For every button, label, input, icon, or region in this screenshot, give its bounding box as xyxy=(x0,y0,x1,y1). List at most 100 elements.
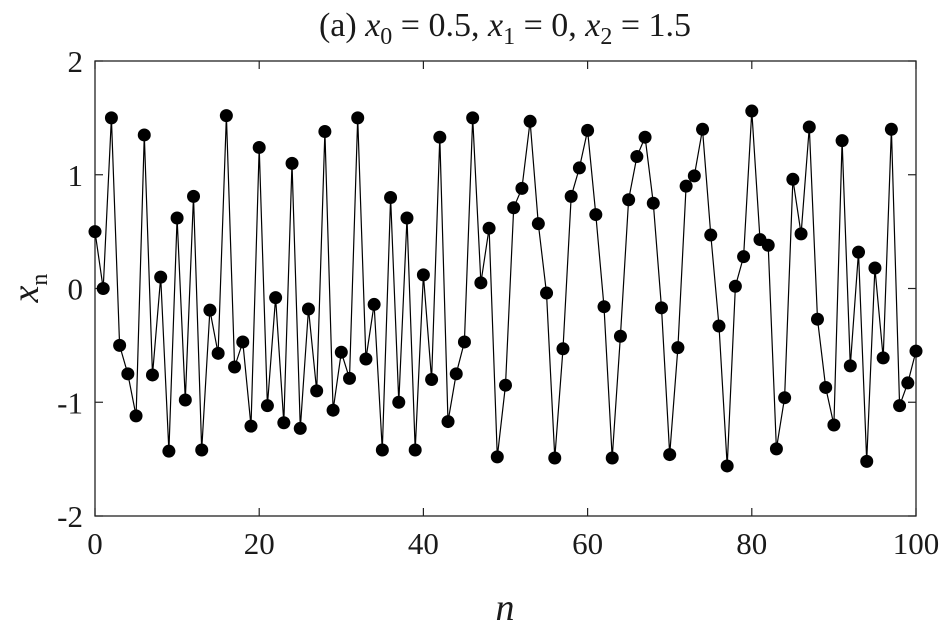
y-tick-label: 0 xyxy=(68,272,84,307)
data-point xyxy=(737,250,751,264)
data-point xyxy=(507,201,521,215)
data-point xyxy=(835,134,849,148)
x-tick-label: 0 xyxy=(87,526,103,561)
data-point xyxy=(326,403,340,417)
y-tick-label: 2 xyxy=(68,44,84,79)
data-point xyxy=(769,442,783,456)
data-point xyxy=(663,448,677,462)
y-tick-label: 1 xyxy=(68,158,84,193)
data-point xyxy=(605,451,619,465)
axis-ticks xyxy=(94,60,917,517)
plot-area xyxy=(94,60,917,517)
axis-tick-labels: 0 20 40 60 80 100 2 1 0 -1 -2 xyxy=(57,44,939,561)
data-point xyxy=(334,345,348,359)
data-point xyxy=(630,150,644,164)
data-point xyxy=(564,189,578,203)
data-point xyxy=(778,391,792,405)
data-point xyxy=(375,443,389,457)
data-point xyxy=(113,338,127,352)
data-point xyxy=(581,123,595,137)
data-point xyxy=(687,169,701,183)
series-line xyxy=(94,111,917,466)
data-point xyxy=(540,286,554,300)
x-tick-label: 60 xyxy=(572,526,603,561)
x-tick-label: 40 xyxy=(408,526,439,561)
data-point xyxy=(96,282,110,295)
data-point xyxy=(646,196,660,210)
data-point xyxy=(827,418,841,432)
data-point xyxy=(252,140,266,154)
data-point xyxy=(277,416,291,430)
data-point xyxy=(654,301,668,315)
data-point xyxy=(269,291,283,305)
data-point xyxy=(810,312,824,326)
data-point xyxy=(408,443,422,457)
data-point xyxy=(104,111,118,125)
data-point xyxy=(745,104,759,118)
data-point xyxy=(449,367,463,381)
data-point xyxy=(712,319,726,333)
data-point xyxy=(597,300,611,314)
x-axis-label: n xyxy=(496,587,515,626)
data-point xyxy=(178,393,192,407)
data-point xyxy=(720,459,734,473)
data-point xyxy=(876,351,890,365)
data-point xyxy=(515,181,529,195)
data-point xyxy=(187,189,201,203)
data-point xyxy=(145,368,159,382)
data-point xyxy=(523,114,537,128)
data-point xyxy=(671,341,685,355)
x-tick-label: 20 xyxy=(244,526,275,561)
data-point xyxy=(129,409,143,423)
chart-title: (a) x0 = 0.5, x1 = 0, x2 = 1.5 xyxy=(319,7,691,50)
data-point xyxy=(761,238,775,252)
data-point xyxy=(88,225,102,239)
data-point xyxy=(154,270,168,284)
data-point xyxy=(843,359,857,373)
data-point xyxy=(613,329,627,343)
data-point xyxy=(392,395,406,409)
data-point xyxy=(351,111,365,125)
data-point xyxy=(137,128,151,142)
data-point xyxy=(170,211,184,225)
data-point xyxy=(301,302,315,316)
data-point xyxy=(293,421,307,435)
data-point xyxy=(868,261,882,275)
data-point xyxy=(696,122,710,136)
data-point xyxy=(884,122,898,136)
data-point xyxy=(195,443,209,457)
data-point xyxy=(909,344,923,358)
data-point xyxy=(203,303,217,317)
data-point xyxy=(589,208,603,222)
x-tick-label: 100 xyxy=(893,526,940,561)
data-point xyxy=(622,193,636,207)
data-point xyxy=(367,297,381,311)
x-tick-label: 80 xyxy=(736,526,767,561)
data-point xyxy=(572,161,586,175)
data-point xyxy=(318,125,332,139)
data-point xyxy=(556,342,570,356)
y-axis-label: xn xyxy=(5,274,53,304)
data-point xyxy=(441,415,455,429)
data-point xyxy=(121,367,135,381)
data-point xyxy=(548,451,562,465)
data-point xyxy=(285,156,299,170)
data-point xyxy=(728,279,742,293)
data-point xyxy=(162,444,176,458)
data-point xyxy=(819,380,833,394)
data-point xyxy=(416,268,430,282)
data-point xyxy=(384,191,398,204)
data-point xyxy=(425,373,439,386)
data-point xyxy=(244,419,258,433)
data-point xyxy=(490,450,504,464)
data-point xyxy=(704,228,718,242)
data-point xyxy=(679,179,693,193)
data-point xyxy=(400,211,414,225)
data-point xyxy=(531,217,545,231)
data-point xyxy=(260,399,274,413)
data-point xyxy=(343,371,357,385)
data-point xyxy=(786,172,800,186)
data-point xyxy=(236,335,250,349)
data-point xyxy=(457,335,471,349)
data-point xyxy=(219,109,233,123)
